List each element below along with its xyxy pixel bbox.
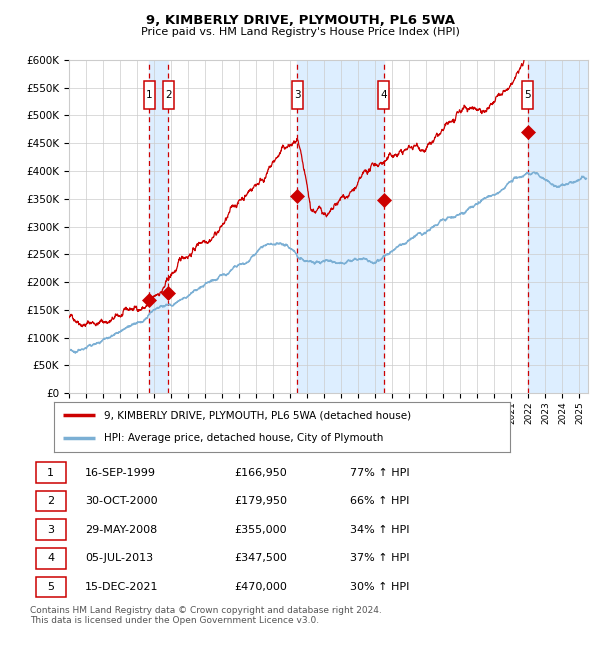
FancyBboxPatch shape <box>35 577 66 597</box>
FancyBboxPatch shape <box>35 548 66 569</box>
Text: 05-JUL-2013: 05-JUL-2013 <box>85 553 154 564</box>
Text: 29-MAY-2008: 29-MAY-2008 <box>85 525 157 535</box>
Text: 3: 3 <box>47 525 54 535</box>
Bar <box>297 60 384 393</box>
Text: 30% ↑ HPI: 30% ↑ HPI <box>350 582 410 592</box>
FancyBboxPatch shape <box>35 491 66 512</box>
FancyBboxPatch shape <box>379 81 389 109</box>
Text: 77% ↑ HPI: 77% ↑ HPI <box>350 467 410 478</box>
Text: 66% ↑ HPI: 66% ↑ HPI <box>350 496 410 506</box>
Text: £355,000: £355,000 <box>234 525 287 535</box>
Text: 30-OCT-2000: 30-OCT-2000 <box>85 496 158 506</box>
FancyBboxPatch shape <box>35 462 66 483</box>
FancyBboxPatch shape <box>163 81 173 109</box>
Text: 1: 1 <box>146 90 152 100</box>
FancyBboxPatch shape <box>35 519 66 540</box>
Text: 2: 2 <box>165 90 172 100</box>
Bar <box>149 60 168 393</box>
Text: £470,000: £470,000 <box>234 582 287 592</box>
Text: HPI: Average price, detached house, City of Plymouth: HPI: Average price, detached house, City… <box>104 434 383 443</box>
Text: Price paid vs. HM Land Registry's House Price Index (HPI): Price paid vs. HM Land Registry's House … <box>140 27 460 37</box>
Text: 3: 3 <box>294 90 301 100</box>
Text: 16-SEP-1999: 16-SEP-1999 <box>85 467 156 478</box>
FancyBboxPatch shape <box>292 81 302 109</box>
Text: 34% ↑ HPI: 34% ↑ HPI <box>350 525 410 535</box>
Text: 9, KIMBERLY DRIVE, PLYMOUTH, PL6 5WA (detached house): 9, KIMBERLY DRIVE, PLYMOUTH, PL6 5WA (de… <box>104 410 411 420</box>
Text: 1: 1 <box>47 467 54 478</box>
Text: 37% ↑ HPI: 37% ↑ HPI <box>350 553 410 564</box>
Text: Contains HM Land Registry data © Crown copyright and database right 2024.
This d: Contains HM Land Registry data © Crown c… <box>30 606 382 625</box>
Text: £179,950: £179,950 <box>234 496 287 506</box>
Text: £166,950: £166,950 <box>234 467 287 478</box>
Text: 9, KIMBERLY DRIVE, PLYMOUTH, PL6 5WA: 9, KIMBERLY DRIVE, PLYMOUTH, PL6 5WA <box>146 14 455 27</box>
Text: 4: 4 <box>47 553 54 564</box>
Text: 5: 5 <box>524 90 531 100</box>
Text: 5: 5 <box>47 582 54 592</box>
FancyBboxPatch shape <box>144 81 155 109</box>
Text: £347,500: £347,500 <box>234 553 287 564</box>
Text: 15-DEC-2021: 15-DEC-2021 <box>85 582 158 592</box>
FancyBboxPatch shape <box>522 81 533 109</box>
Bar <box>527 60 588 393</box>
Text: 2: 2 <box>47 496 54 506</box>
Text: 4: 4 <box>380 90 387 100</box>
